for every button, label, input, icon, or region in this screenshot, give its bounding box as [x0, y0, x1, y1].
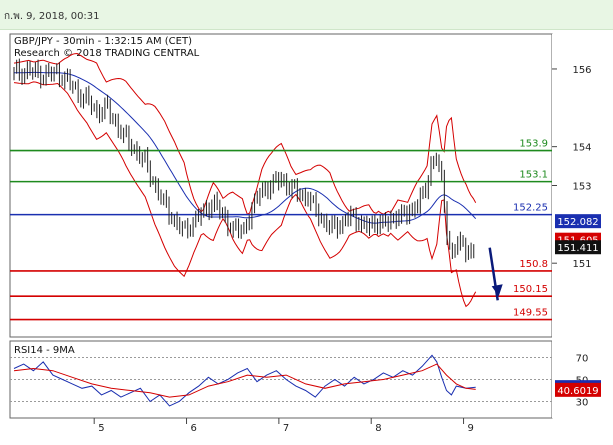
level-label: 152.25	[513, 203, 548, 214]
price-tick-label: 156	[572, 65, 591, 76]
rsi-tick-label: 30	[576, 398, 589, 409]
timestamp-label: ก.พ. 9, 2018, 00:31	[4, 11, 100, 22]
candles	[13, 58, 475, 263]
rsi-series-line	[13, 354, 476, 407]
price-tick-label: 154	[572, 143, 591, 154]
rsi-title: RSI14 - 9MA	[14, 345, 75, 356]
date-tick-label: 7	[283, 423, 289, 434]
date-tick-label: 5	[98, 423, 104, 434]
date-tick-label: 6	[191, 423, 197, 434]
date-ticks: 5 6 7 8 9	[93, 418, 474, 434]
level-label: 150.8	[519, 259, 548, 270]
price-tick-label: 153	[572, 182, 591, 193]
date-tick-label: 8	[375, 423, 381, 434]
rsi-value-tag	[555, 382, 601, 397]
price-ticks: 156 154 153 151	[552, 65, 592, 270]
price-tag-label: 152.082	[557, 217, 598, 228]
rsi-lines: 70503043.056740.6019	[10, 354, 601, 409]
chart-title: GBP/JPY - 30min - 1:32:15 AM (CET)	[14, 36, 192, 47]
price-tag	[555, 214, 601, 229]
level-label: 150.15	[513, 284, 548, 295]
level-label: 153.9	[519, 139, 548, 150]
forecast-arrow-head	[491, 284, 503, 297]
forecast-arrow	[488, 247, 503, 301]
price-tag	[555, 240, 601, 255]
bollinger-lower-band	[13, 81, 477, 308]
level-label: 149.55	[513, 308, 548, 319]
rsi-series-line	[13, 363, 476, 398]
timestamp-bar: ก.พ. 9, 2018, 00:31	[0, 0, 613, 30]
price-tag-label: 151.411	[557, 243, 598, 254]
rsi-value-label: 40.6019	[557, 386, 598, 397]
bollinger-upper-band	[13, 52, 477, 216]
chart-subtitle: Research © 2018 TRADING CENTRAL	[14, 48, 200, 59]
price-tick-label: 151	[572, 259, 591, 270]
date-tick-label: 9	[468, 423, 474, 434]
rsi-tick-label: 70	[576, 354, 589, 365]
level-label: 153.1	[519, 170, 548, 181]
